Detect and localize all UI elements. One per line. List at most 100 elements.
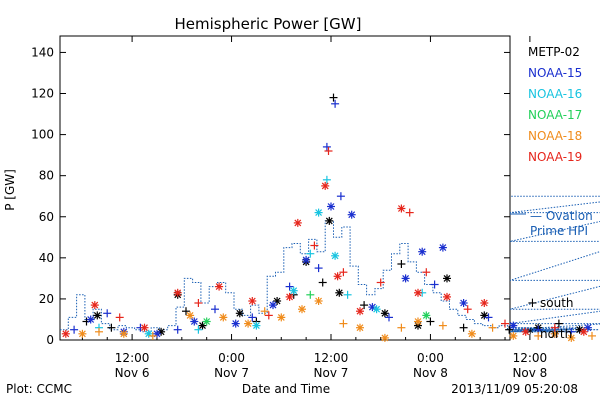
marker-stroke: [414, 318, 422, 325]
x-tick-date-label: Nov 6: [115, 366, 150, 380]
north-point: [78, 329, 87, 338]
x-tick-label: 0:00: [417, 351, 444, 365]
legend-entry: NOAA-17: [528, 108, 582, 122]
north-point: [244, 319, 253, 328]
legend-entry: NOAA-18: [528, 129, 582, 143]
south-point: [339, 319, 348, 328]
marker-stroke: [381, 334, 389, 342]
marker-stroke: [252, 322, 260, 330]
marker-stroke: [422, 311, 430, 319]
north-point: [140, 323, 149, 332]
north-point: [219, 313, 228, 322]
marker-stroke: [78, 330, 86, 338]
north-point: [459, 299, 468, 307]
marker-stroke: [373, 305, 381, 313]
south-point: [306, 290, 315, 299]
south-point: [339, 268, 348, 277]
south-point: [397, 323, 406, 332]
x-axis-label: Date and Time: [242, 382, 330, 396]
marker-stroke: [141, 324, 148, 332]
y-tick-label: 140: [31, 45, 54, 59]
north-point: [321, 181, 330, 190]
marker-stroke: [331, 252, 339, 260]
north-point: [579, 327, 588, 336]
north-point: [173, 288, 182, 297]
south-point: [173, 325, 182, 334]
north-point: [335, 288, 344, 297]
marker-stroke: [87, 316, 95, 323]
south-point: [463, 305, 472, 314]
south-point: [459, 323, 468, 332]
south-point: [588, 331, 596, 340]
marker-stroke: [522, 328, 530, 336]
x-tick-date-label: Nov 7: [314, 366, 349, 380]
south-point: [322, 142, 331, 151]
south-point: [488, 323, 497, 332]
legend-entry: NOAA-16: [528, 87, 582, 101]
marker-stroke: [203, 318, 211, 325]
marker-stroke: [62, 330, 70, 338]
marker-stroke: [580, 328, 588, 336]
marker-stroke: [397, 205, 405, 212]
north-point: [293, 218, 302, 227]
marker-stroke: [174, 289, 182, 297]
north-point: [93, 311, 102, 320]
y-tick-label: 60: [39, 210, 54, 224]
marker-stroke: [219, 313, 227, 321]
ovation-label-line1: — Ovation: [530, 209, 593, 223]
north-point: [333, 272, 342, 281]
plot-frame: [59, 35, 511, 341]
marker-stroke: [334, 272, 342, 280]
north-point: [190, 317, 199, 326]
south-point: [550, 323, 559, 332]
marker-stroke: [145, 330, 153, 338]
north-point: [443, 292, 451, 301]
y-tick-label: 100: [31, 128, 54, 142]
north-point: [327, 202, 335, 211]
south-point: [336, 192, 345, 201]
north-point: [414, 317, 422, 326]
south-point: [264, 311, 273, 320]
south-point: [148, 331, 157, 340]
north-point: [235, 309, 244, 318]
north-point: [414, 288, 422, 297]
x-tick-label: 0:00: [218, 351, 245, 365]
marker-stroke: [551, 330, 559, 338]
marker-stroke: [480, 311, 488, 319]
south-point: [95, 327, 103, 336]
south-point: [534, 331, 543, 340]
north-point: [567, 333, 576, 342]
marker-stroke: [576, 326, 584, 334]
symbol-legend-label: south: [540, 296, 574, 310]
y-tick-label: 0: [46, 333, 54, 347]
marker-stroke: [443, 274, 451, 282]
marker-stroke: [381, 309, 389, 317]
south-point: [194, 299, 203, 307]
south-point: [260, 307, 269, 316]
south-point: [318, 278, 327, 287]
north-point: [480, 299, 489, 307]
north-point: [467, 329, 476, 338]
marker-stroke: [302, 256, 310, 264]
south-point: [405, 208, 414, 217]
north-point: [509, 331, 518, 340]
marker-stroke: [468, 330, 476, 338]
marker-stroke: [327, 203, 335, 210]
marker-stroke: [248, 297, 256, 305]
marker-stroke: [348, 211, 356, 219]
north-point: [215, 282, 224, 291]
north-point: [521, 327, 530, 336]
south-point: [306, 249, 315, 258]
marker-stroke: [460, 299, 468, 307]
south-point: [484, 313, 493, 322]
marker-stroke: [418, 248, 426, 256]
marker-stroke: [402, 274, 410, 282]
north-point: [443, 274, 451, 283]
north-point: [231, 319, 240, 328]
symbol-legend-label: north: [540, 327, 572, 341]
legend-entry: NOAA-15: [528, 66, 582, 80]
marker-stroke: [236, 309, 244, 317]
south-point: [430, 280, 439, 289]
